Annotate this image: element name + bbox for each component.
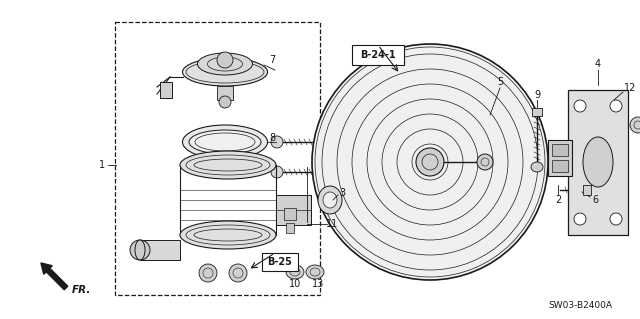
Ellipse shape: [182, 58, 268, 86]
Bar: [160, 82, 172, 98]
Text: 4: 4: [595, 59, 601, 69]
Bar: [286, 223, 294, 233]
Ellipse shape: [323, 192, 337, 208]
Circle shape: [416, 148, 444, 176]
Text: 5: 5: [497, 77, 503, 87]
Text: 3: 3: [339, 188, 345, 198]
Circle shape: [312, 44, 548, 280]
Circle shape: [219, 96, 231, 108]
Ellipse shape: [531, 162, 543, 172]
Bar: [284, 208, 296, 220]
Text: 12: 12: [624, 83, 636, 93]
Ellipse shape: [318, 186, 342, 214]
Ellipse shape: [180, 151, 276, 179]
Circle shape: [199, 264, 217, 282]
Ellipse shape: [135, 240, 145, 260]
Circle shape: [574, 100, 586, 112]
Bar: [552, 144, 568, 156]
Circle shape: [610, 100, 622, 112]
Ellipse shape: [583, 137, 613, 187]
Ellipse shape: [182, 125, 268, 159]
Text: SW03-B2400A: SW03-B2400A: [548, 301, 612, 310]
Text: 7: 7: [269, 55, 275, 65]
Text: 8: 8: [269, 133, 275, 143]
Circle shape: [574, 213, 586, 225]
Bar: [548, 140, 572, 176]
Text: 11: 11: [326, 219, 338, 229]
Text: 6: 6: [592, 195, 598, 205]
Text: FR.: FR.: [72, 285, 92, 295]
Text: B-25: B-25: [268, 257, 292, 267]
Text: 9: 9: [534, 90, 540, 100]
Circle shape: [477, 154, 493, 170]
Ellipse shape: [306, 265, 324, 279]
Circle shape: [271, 166, 283, 178]
Bar: [115, 22, 320, 295]
Circle shape: [610, 213, 622, 225]
Circle shape: [630, 117, 640, 133]
Circle shape: [271, 136, 283, 148]
Ellipse shape: [189, 130, 261, 154]
Bar: [140, 240, 180, 260]
Circle shape: [229, 264, 247, 282]
Text: 2: 2: [555, 195, 561, 205]
Ellipse shape: [180, 221, 276, 249]
Ellipse shape: [286, 265, 304, 279]
Text: 13: 13: [312, 279, 324, 289]
Text: 1: 1: [99, 160, 105, 170]
Bar: [217, 86, 233, 100]
Circle shape: [217, 52, 233, 68]
Bar: [583, 185, 591, 195]
FancyArrow shape: [41, 263, 68, 290]
Ellipse shape: [198, 53, 253, 75]
Text: B-24-1: B-24-1: [360, 50, 396, 60]
Bar: [532, 108, 542, 116]
Bar: [552, 160, 568, 172]
Bar: [276, 195, 311, 225]
Circle shape: [130, 240, 150, 260]
Bar: [262, 253, 298, 271]
Bar: [568, 90, 628, 235]
Bar: [352, 45, 404, 65]
Text: 10: 10: [289, 279, 301, 289]
